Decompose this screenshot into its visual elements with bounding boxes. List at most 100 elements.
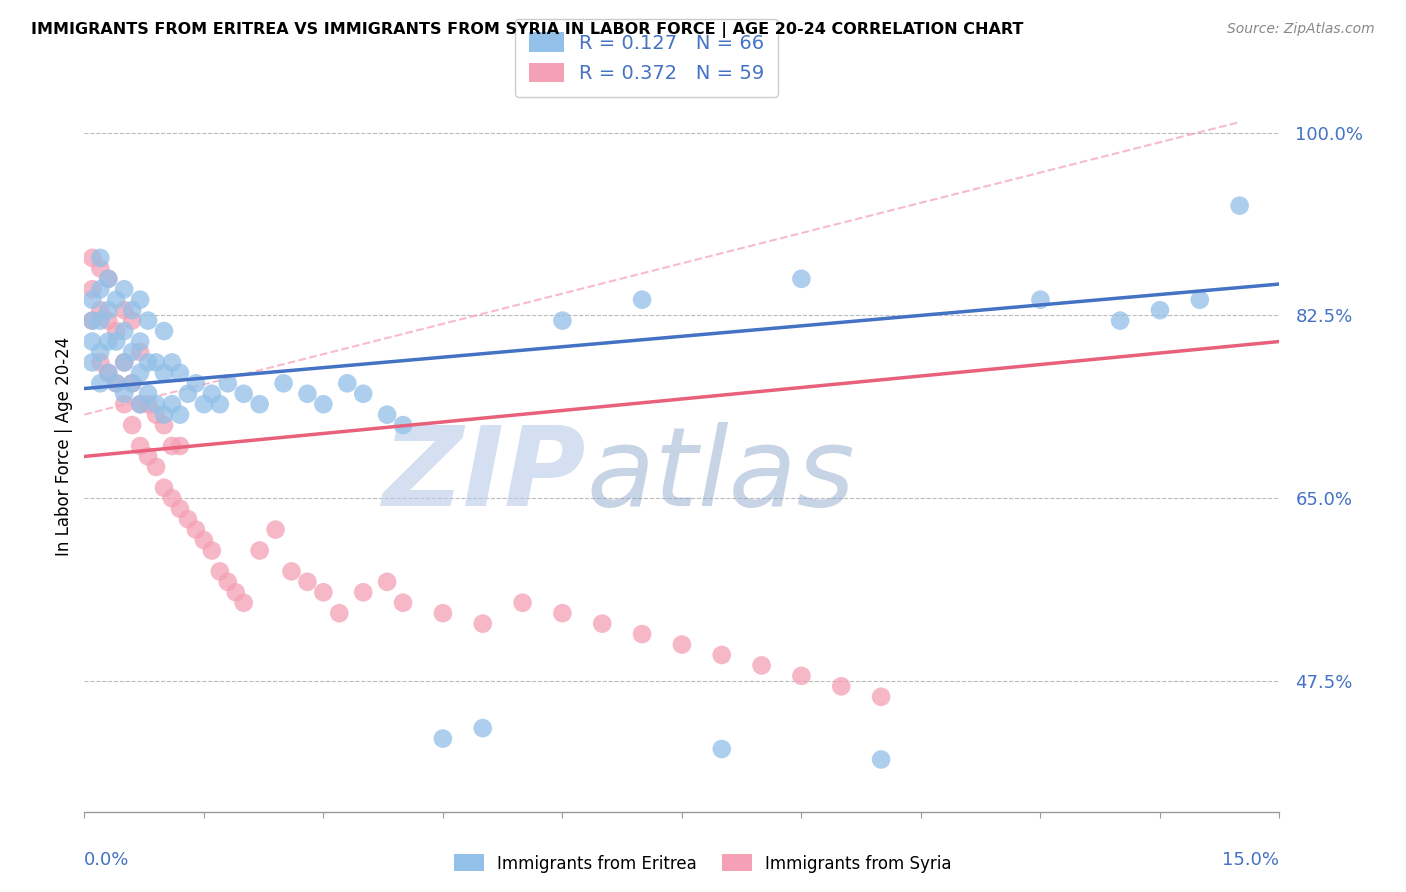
- Point: [169, 501, 191, 516]
- Point: [328, 606, 350, 620]
- Point: [193, 397, 215, 411]
- Point: [375, 574, 398, 589]
- Point: [177, 512, 200, 526]
- Point: [129, 345, 152, 359]
- Point: [97, 366, 120, 380]
- Point: [105, 324, 128, 338]
- Point: [153, 418, 176, 433]
- Point: [112, 282, 135, 296]
- Point: [121, 418, 143, 433]
- Legend: Immigrants from Eritrea, Immigrants from Syria: Immigrants from Eritrea, Immigrants from…: [447, 847, 959, 880]
- Point: [830, 679, 852, 693]
- Point: [375, 408, 398, 422]
- Point: [136, 450, 159, 464]
- Point: [336, 376, 359, 391]
- Point: [870, 752, 893, 766]
- Point: [225, 585, 247, 599]
- Point: [432, 606, 454, 620]
- Point: [160, 491, 183, 506]
- Point: [471, 616, 494, 631]
- Point: [89, 313, 111, 327]
- Y-axis label: In Labor Force | Age 20-24: In Labor Force | Age 20-24: [55, 336, 73, 556]
- Point: [160, 355, 183, 369]
- Point: [232, 596, 254, 610]
- Point: [790, 272, 813, 286]
- Point: [312, 585, 335, 599]
- Point: [89, 345, 111, 359]
- Point: [97, 334, 120, 349]
- Point: [710, 742, 733, 756]
- Point: [105, 293, 128, 307]
- Point: [201, 386, 224, 401]
- Point: [710, 648, 733, 662]
- Point: [82, 355, 104, 369]
- Point: [208, 565, 231, 579]
- Point: [432, 731, 454, 746]
- Text: 0.0%: 0.0%: [84, 851, 129, 869]
- Point: [121, 313, 143, 327]
- Point: [297, 574, 319, 589]
- Point: [160, 397, 183, 411]
- Point: [631, 627, 654, 641]
- Point: [1109, 313, 1132, 327]
- Point: [136, 355, 159, 369]
- Point: [82, 282, 104, 296]
- Point: [89, 303, 111, 318]
- Point: [97, 272, 120, 286]
- Point: [97, 366, 120, 380]
- Point: [208, 397, 231, 411]
- Point: [153, 408, 176, 422]
- Point: [249, 543, 271, 558]
- Point: [153, 324, 176, 338]
- Point: [160, 439, 183, 453]
- Point: [217, 574, 239, 589]
- Point: [97, 272, 120, 286]
- Text: atlas: atlas: [586, 422, 855, 529]
- Point: [232, 386, 254, 401]
- Point: [169, 408, 191, 422]
- Point: [97, 303, 120, 318]
- Point: [249, 397, 271, 411]
- Point: [551, 313, 574, 327]
- Point: [82, 334, 104, 349]
- Point: [591, 616, 613, 631]
- Text: IMMIGRANTS FROM ERITREA VS IMMIGRANTS FROM SYRIA IN LABOR FORCE | AGE 20-24 CORR: IMMIGRANTS FROM ERITREA VS IMMIGRANTS FR…: [31, 22, 1024, 38]
- Point: [1188, 293, 1211, 307]
- Point: [790, 669, 813, 683]
- Point: [121, 345, 143, 359]
- Point: [105, 376, 128, 391]
- Point: [352, 585, 374, 599]
- Point: [121, 376, 143, 391]
- Point: [184, 376, 207, 391]
- Point: [82, 293, 104, 307]
- Point: [89, 376, 111, 391]
- Point: [145, 397, 167, 411]
- Point: [751, 658, 773, 673]
- Point: [201, 543, 224, 558]
- Point: [631, 293, 654, 307]
- Point: [273, 376, 295, 391]
- Point: [392, 596, 415, 610]
- Point: [121, 303, 143, 318]
- Point: [105, 376, 128, 391]
- Point: [112, 355, 135, 369]
- Point: [471, 721, 494, 735]
- Point: [145, 355, 167, 369]
- Point: [112, 386, 135, 401]
- Point: [129, 439, 152, 453]
- Point: [1229, 199, 1251, 213]
- Point: [352, 386, 374, 401]
- Point: [1029, 293, 1052, 307]
- Point: [82, 313, 104, 327]
- Point: [551, 606, 574, 620]
- Point: [82, 313, 104, 327]
- Point: [129, 293, 152, 307]
- Point: [280, 565, 302, 579]
- Point: [136, 397, 159, 411]
- Point: [169, 366, 191, 380]
- Point: [153, 481, 176, 495]
- Point: [105, 334, 128, 349]
- Point: [193, 533, 215, 547]
- Point: [112, 324, 135, 338]
- Text: 15.0%: 15.0%: [1222, 851, 1279, 869]
